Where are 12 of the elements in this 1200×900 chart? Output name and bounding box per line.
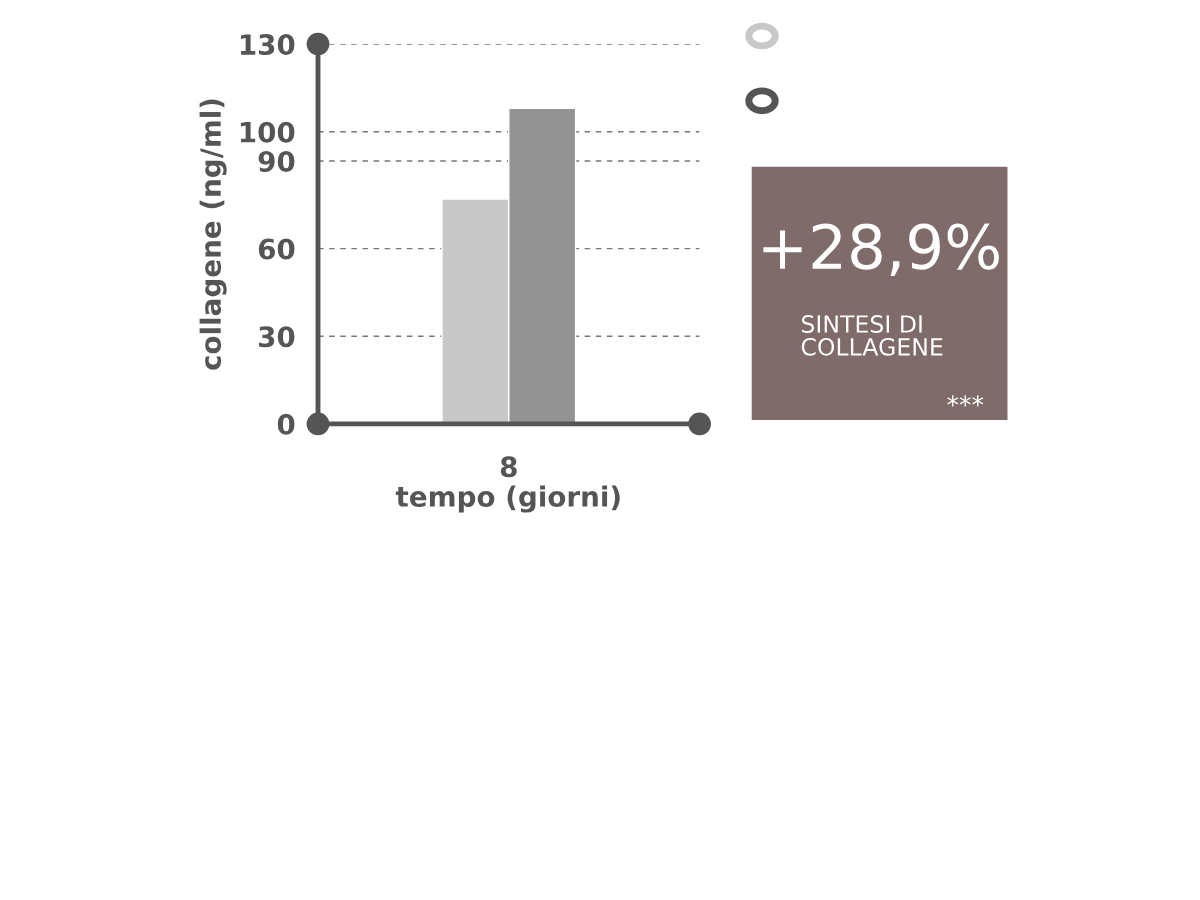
y-tick-label: 0 (277, 413, 295, 435)
text: +28,9% (763, 223, 999, 276)
text: SINTESI DI COLLAGENE (801, 315, 943, 356)
x-tick-label: 8 (500, 456, 517, 478)
y-tick-label: 100 (240, 121, 295, 143)
x-axis-title: tempo (giorni) (395, 485, 620, 513)
y-axis-title: collagene (ng/ml) (199, 99, 227, 370)
text: *** (947, 395, 984, 407)
y-tick-label: 130 (240, 34, 295, 56)
y-tick-label: 30 (258, 326, 295, 348)
y-tick-label: 60 (258, 238, 295, 260)
y-tick-label: 90 (258, 150, 295, 172)
